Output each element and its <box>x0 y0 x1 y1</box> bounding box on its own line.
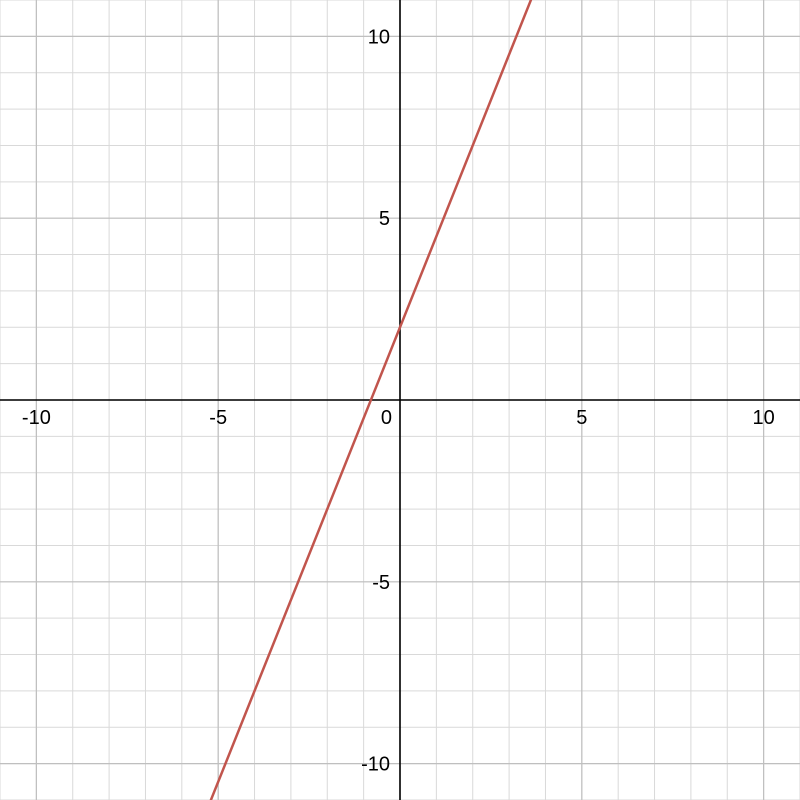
chart-svg: -10 -5 0 5 10 -10 -5 5 10 <box>0 0 800 800</box>
coordinate-plane-chart: -10 -5 0 5 10 -10 -5 5 10 <box>0 0 800 800</box>
x-tick-label: 0 <box>381 407 392 429</box>
x-tick-label: -10 <box>22 407 51 429</box>
y-tick-label: 10 <box>368 26 390 48</box>
x-tick-label: -5 <box>209 407 227 429</box>
y-tick-label: -10 <box>361 754 390 776</box>
x-tick-label: 10 <box>753 407 775 429</box>
y-tick-label: 5 <box>379 208 390 230</box>
y-tick-label: -5 <box>372 572 390 594</box>
x-tick-label: 5 <box>576 407 587 429</box>
